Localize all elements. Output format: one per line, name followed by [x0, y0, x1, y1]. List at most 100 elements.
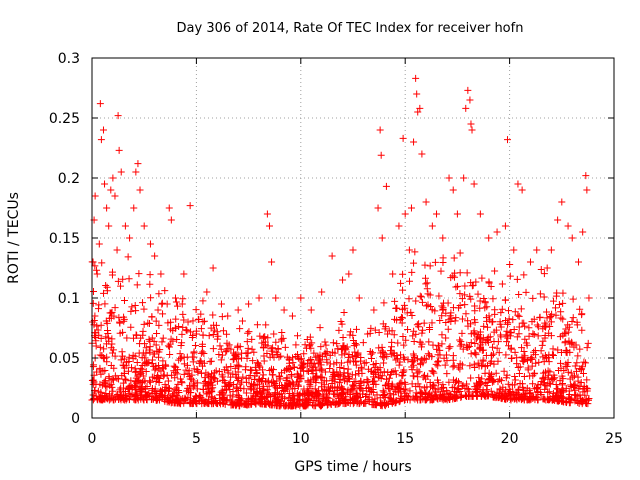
roti-peak-point: [111, 192, 119, 200]
roti-point: [125, 275, 133, 283]
roti-point: [390, 352, 398, 360]
roti-peak-point: [349, 246, 357, 254]
roti-point: [511, 348, 519, 356]
roti-peak-point: [466, 96, 474, 104]
roti-point: [108, 268, 116, 276]
roti-point: [262, 321, 270, 329]
roti-point: [322, 386, 330, 394]
roti-point: [133, 331, 141, 339]
roti-point: [392, 398, 400, 406]
roti-point: [348, 371, 356, 379]
roti-peak-point: [234, 306, 242, 314]
roti-point: [142, 344, 150, 352]
roti-peak-point: [345, 270, 353, 278]
roti-point: [194, 379, 202, 387]
roti-point: [174, 302, 182, 310]
roti-point: [344, 399, 352, 407]
roti-point: [202, 369, 210, 377]
roti-point: [561, 339, 569, 347]
roti-peak-point: [377, 151, 385, 159]
roti-point: [451, 392, 459, 400]
roti-point: [198, 340, 206, 348]
roti-point: [494, 338, 502, 346]
roti-point: [519, 383, 527, 391]
roti-point: [493, 344, 501, 352]
roti-point: [135, 383, 143, 391]
roti-point: [168, 371, 176, 379]
roti-point: [371, 364, 379, 372]
roti-point: [336, 379, 344, 387]
roti-peak-point: [547, 246, 555, 254]
roti-point: [537, 391, 545, 399]
axis-ticks: [91, 57, 615, 419]
roti-point: [401, 378, 409, 386]
roti-point: [339, 385, 347, 393]
roti-point: [90, 287, 98, 295]
roti-peak-point: [485, 234, 493, 242]
roti-point: [462, 310, 470, 318]
roti-point: [371, 326, 379, 334]
roti-point: [546, 380, 554, 388]
roti-point: [131, 301, 139, 309]
roti-point: [385, 385, 393, 393]
roti-peak-point: [101, 180, 109, 188]
roti-peak-point: [410, 138, 418, 146]
roti-peak-point: [407, 204, 415, 212]
roti-point: [438, 340, 446, 348]
roti-point: [485, 375, 493, 383]
roti-peak-point: [582, 172, 590, 180]
roti-point: [442, 334, 450, 342]
roti-point: [293, 332, 301, 340]
x-tick-label: 0: [88, 431, 97, 447]
roti-point: [385, 384, 393, 392]
roti-point: [213, 399, 221, 407]
roti-point: [549, 345, 557, 353]
roti-point: [529, 294, 537, 302]
roti-point: [517, 305, 525, 313]
roti-point: [292, 353, 300, 361]
roti-point: [483, 317, 491, 325]
roti-point: [553, 397, 561, 405]
roti-point: [439, 383, 447, 391]
roti-point: [458, 382, 466, 390]
roti-point: [408, 366, 416, 374]
roti-point: [515, 330, 523, 338]
roti-point: [580, 382, 588, 390]
roti-point: [511, 308, 519, 316]
roti-point: [92, 329, 100, 337]
roti-point: [504, 380, 512, 388]
roti-point: [506, 272, 514, 280]
x-tick-label: 5: [192, 431, 201, 447]
roti-point: [391, 367, 399, 375]
roti-point: [281, 343, 289, 351]
roti-point: [541, 322, 549, 330]
roti-point: [146, 280, 154, 288]
roti-point: [184, 370, 192, 378]
roti-point: [479, 390, 487, 398]
roti-point: [253, 369, 261, 377]
roti-point: [541, 368, 549, 376]
roti-peak-point: [165, 204, 173, 212]
roti-point: [224, 381, 232, 389]
roti-point: [161, 287, 169, 295]
roti-point: [96, 343, 104, 351]
roti-point: [314, 398, 322, 406]
roti-point: [309, 389, 317, 397]
roti-peak-point: [95, 240, 103, 248]
roti-point: [416, 383, 424, 391]
roti-point: [164, 342, 172, 350]
roti-point: [149, 350, 157, 358]
roti-point: [349, 336, 357, 344]
roti-point: [229, 370, 237, 378]
roti-point: [159, 364, 167, 372]
roti-point: [524, 364, 532, 372]
roti-point: [424, 372, 432, 380]
roti-point: [467, 295, 475, 303]
roti-point: [242, 389, 250, 397]
roti-peak-point: [255, 294, 263, 302]
roti-peak-point: [117, 168, 125, 176]
roti-point: [461, 282, 469, 290]
roti-peak-point: [501, 222, 509, 230]
roti-peak-point: [374, 204, 382, 212]
roti-point: [218, 395, 226, 403]
